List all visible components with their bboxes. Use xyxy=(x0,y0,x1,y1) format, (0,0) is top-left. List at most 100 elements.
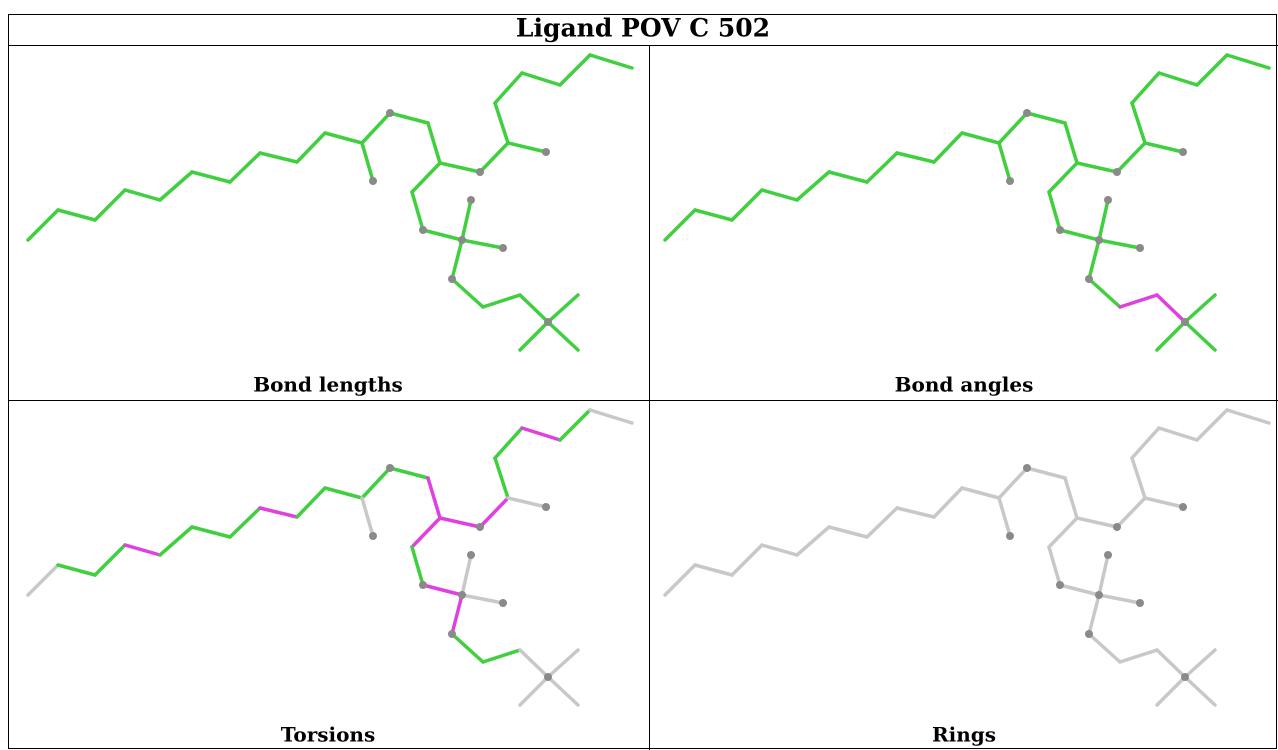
bond xyxy=(323,486,364,500)
bond xyxy=(1087,238,1101,281)
bond xyxy=(895,151,936,164)
bond xyxy=(1195,53,1229,87)
atom xyxy=(1056,226,1064,234)
bond xyxy=(865,151,899,184)
bond xyxy=(478,496,510,529)
bond xyxy=(478,141,510,174)
bond xyxy=(1225,53,1271,70)
bond xyxy=(932,131,964,164)
bond xyxy=(228,151,262,184)
bond xyxy=(1155,648,1187,679)
bond xyxy=(1183,293,1217,324)
atom xyxy=(467,551,475,559)
bond xyxy=(1047,545,1062,587)
bond xyxy=(693,208,734,222)
bond xyxy=(1025,466,1067,480)
bond xyxy=(1155,320,1187,352)
atom xyxy=(1095,236,1103,244)
bond xyxy=(1130,456,1147,500)
bond xyxy=(1097,553,1110,597)
atom xyxy=(544,318,552,326)
bond xyxy=(693,563,734,577)
atom xyxy=(448,275,456,283)
atom xyxy=(448,630,456,638)
bond xyxy=(410,190,425,232)
bond xyxy=(26,563,60,597)
bond xyxy=(1087,593,1101,636)
atom xyxy=(1023,464,1031,472)
bond xyxy=(518,675,550,707)
bond xyxy=(360,111,392,145)
atom xyxy=(499,599,507,607)
bond xyxy=(760,188,799,202)
bond xyxy=(865,506,899,539)
bond xyxy=(1130,426,1161,460)
atom xyxy=(1136,599,1144,607)
bond xyxy=(493,101,510,145)
atom xyxy=(542,503,550,511)
bond xyxy=(123,543,162,557)
bond xyxy=(410,516,442,549)
bond xyxy=(360,466,392,500)
bond xyxy=(1063,476,1079,520)
bond xyxy=(388,466,430,480)
bond xyxy=(1025,111,1067,125)
bond xyxy=(438,161,482,174)
atom xyxy=(1113,168,1121,176)
bond xyxy=(56,208,97,222)
bond xyxy=(520,71,562,87)
atom xyxy=(1095,591,1103,599)
bond xyxy=(795,525,831,557)
bond xyxy=(1087,277,1122,309)
bond xyxy=(493,71,524,105)
bond xyxy=(421,583,464,597)
atom xyxy=(1113,523,1121,531)
bond xyxy=(493,426,524,460)
bond xyxy=(1115,141,1147,174)
bond xyxy=(1183,648,1217,679)
panel-caption: Rings xyxy=(932,723,996,747)
bond xyxy=(56,563,97,577)
atom xyxy=(1023,109,1031,117)
atom xyxy=(1181,318,1189,326)
bond xyxy=(1183,320,1217,352)
bond xyxy=(506,496,548,509)
bond xyxy=(1097,198,1110,242)
bond xyxy=(360,141,375,183)
bond xyxy=(932,486,964,519)
bond xyxy=(663,208,697,242)
bond xyxy=(450,593,464,636)
bond xyxy=(960,131,1001,145)
bond xyxy=(960,486,1001,500)
atom xyxy=(1181,673,1189,681)
atom xyxy=(386,109,394,117)
bond xyxy=(1155,675,1187,707)
bond xyxy=(827,170,869,184)
bond xyxy=(895,506,936,519)
bond xyxy=(158,170,194,202)
bond xyxy=(258,506,299,519)
bond xyxy=(1047,190,1062,232)
bond xyxy=(518,293,550,324)
atom xyxy=(467,196,475,204)
bond xyxy=(546,675,580,707)
bond xyxy=(997,141,1012,183)
atom xyxy=(542,148,550,156)
atom xyxy=(369,177,377,185)
atom xyxy=(544,673,552,681)
atom xyxy=(1104,196,1112,204)
bond xyxy=(663,563,697,597)
atom xyxy=(1085,275,1093,283)
bond xyxy=(1115,496,1147,529)
bond xyxy=(481,648,522,664)
molecule-views xyxy=(26,53,1271,707)
bond xyxy=(997,466,1029,500)
panel-caption: Torsions xyxy=(281,723,375,747)
bond xyxy=(26,208,60,242)
bond xyxy=(546,293,580,324)
bond xyxy=(1118,648,1159,664)
bond xyxy=(295,131,327,164)
bond xyxy=(258,151,299,164)
bond xyxy=(1087,632,1122,664)
bond xyxy=(1058,583,1101,597)
